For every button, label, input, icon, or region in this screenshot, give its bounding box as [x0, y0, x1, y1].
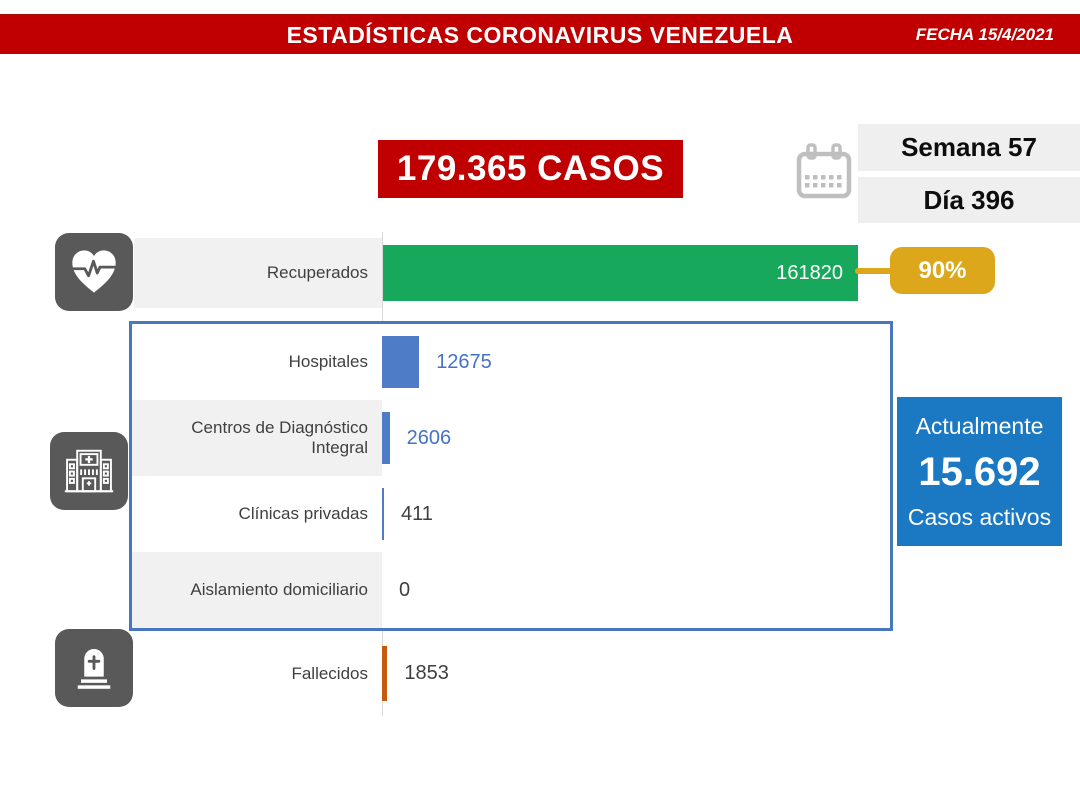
total-cases-box: 179.365 CASOS: [378, 140, 683, 198]
chart-row-fallecidos: Fallecidos 1853: [129, 631, 893, 716]
aislamiento-label: Aislamiento domiciliario: [132, 552, 382, 628]
calendar-icon: [792, 139, 856, 203]
active-cases-value: 15.692: [918, 449, 1041, 494]
cdi-label: Centros de Diagnóstico Integral: [132, 400, 382, 476]
chart-row-aislamiento: Aislamiento domiciliario 0: [132, 552, 890, 628]
fallecidos-bar: [382, 646, 388, 701]
clinicas-bar: [382, 488, 384, 540]
recovered-percent-badge: 90%: [890, 247, 995, 294]
percent-connector-line: [855, 268, 892, 274]
recuperados-label: Recuperados: [134, 238, 382, 308]
active-cases-heading: Actualmente: [915, 412, 1044, 439]
report-date: FECHA 15/4/2021: [915, 25, 1054, 44]
tombstone-icon: [55, 629, 133, 707]
fallecidos-label: Fallecidos: [291, 663, 368, 683]
heart-pulse-icon: [55, 233, 133, 311]
hospitales-label: Hospitales: [288, 352, 368, 371]
hospitales-value: 12675: [436, 350, 492, 373]
active-cases-box: Actualmente 15.692 Casos activos: [897, 397, 1062, 546]
cdi-bar: [382, 412, 390, 464]
active-cases-caption: Casos activos: [907, 503, 1052, 530]
title-banner: ESTADÍSTICAS CORONAVIRUS VENEZUELA FECHA…: [0, 14, 1080, 54]
hospitales-bar: [382, 336, 420, 388]
recuperados-bar: 161820: [383, 245, 858, 301]
recuperados-value: 161820: [776, 261, 843, 284]
hospital-building-icon: [50, 432, 128, 510]
fallecidos-value: 1853: [404, 662, 449, 684]
aislamiento-value: 0: [399, 578, 411, 601]
clinicas-label: Clínicas privadas: [238, 504, 368, 523]
chart-row-clinicas: Clínicas privadas 411: [132, 476, 890, 552]
chart-row-hospitales: Hospitales 12675: [132, 324, 890, 400]
cdi-value: 2606: [406, 426, 452, 449]
chart-row-cdi: Centros de Diagnóstico Integral 2606: [132, 400, 890, 476]
week-badge: Semana 57: [858, 124, 1080, 171]
page-title: ESTADÍSTICAS CORONAVIRUS VENEZUELA: [286, 22, 794, 48]
clinicas-value: 411: [401, 502, 433, 525]
day-badge: Día 396: [858, 177, 1080, 223]
hospitalization-box: Hospitales 12675 Centros de Diagnóstico …: [129, 321, 893, 631]
